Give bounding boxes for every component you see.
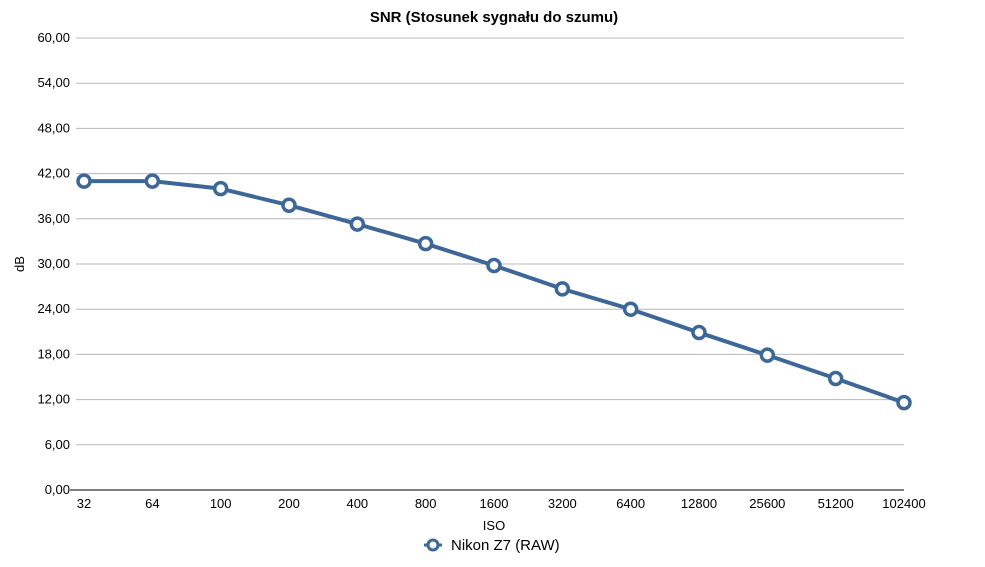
x-tick-label: 6400 <box>616 496 645 511</box>
x-tick-label: 102400 <box>882 496 925 511</box>
x-tick-label: 800 <box>415 496 437 511</box>
y-tick-label: 6,00 <box>45 437 70 452</box>
x-tick-label: 32 <box>77 496 91 511</box>
y-tick-label: 12,00 <box>37 392 70 407</box>
y-tick-label: 60,00 <box>37 30 70 45</box>
x-tick-label: 200 <box>278 496 300 511</box>
y-tick-label: 48,00 <box>37 120 70 135</box>
data-point <box>827 370 844 387</box>
x-tick-label: 12800 <box>681 496 717 511</box>
y-tick-label: 0,00 <box>45 482 70 497</box>
x-axis-label: ISO <box>483 518 505 533</box>
series-group <box>76 173 912 411</box>
y-tick-label: 42,00 <box>37 166 70 181</box>
data-point <box>759 347 776 363</box>
x-tick-label: 64 <box>145 496 159 511</box>
data-point <box>417 235 434 252</box>
data-point <box>281 197 297 213</box>
data-point <box>144 173 161 189</box>
x-tick-label: 51200 <box>818 496 854 511</box>
data-point <box>691 324 707 341</box>
legend-marker <box>426 538 440 552</box>
x-tick-label: 100 <box>210 496 232 511</box>
data-point <box>554 281 571 297</box>
chart-title: SNR (Stosunek sygnału do szumu) <box>370 9 618 26</box>
x-tick-label: 25600 <box>749 496 785 511</box>
y-tick-label: 54,00 <box>37 75 70 90</box>
series-line <box>84 179 905 405</box>
y-tick-label: 24,00 <box>37 301 70 316</box>
data-point <box>622 301 639 317</box>
x-tick-label: 400 <box>346 496 368 511</box>
data-point <box>349 216 366 232</box>
x-tick-label: 1600 <box>480 496 509 511</box>
legend: Nikon Z7 (RAW) <box>424 537 560 554</box>
y-tick-label: 30,00 <box>37 256 70 271</box>
y-tick-labels: 0,00 6,00 12,00 18,00 24,00 30,00 36,00 42,00 48… <box>37 30 70 497</box>
data-point <box>212 180 229 197</box>
x-tick-labels: 32 64 100 200 400 800 1600 3200 6400 12800 25600 51… <box>77 496 926 511</box>
y-axis-label: dB <box>12 256 27 272</box>
data-point <box>76 173 92 189</box>
y-tick-label: 36,00 <box>37 211 70 226</box>
data-point <box>486 257 502 274</box>
data-point <box>896 394 912 411</box>
x-tick-label: 3200 <box>548 496 577 511</box>
y-tick-label: 18,00 <box>37 346 70 361</box>
legend-label: Nikon Z7 (RAW) <box>451 537 560 554</box>
